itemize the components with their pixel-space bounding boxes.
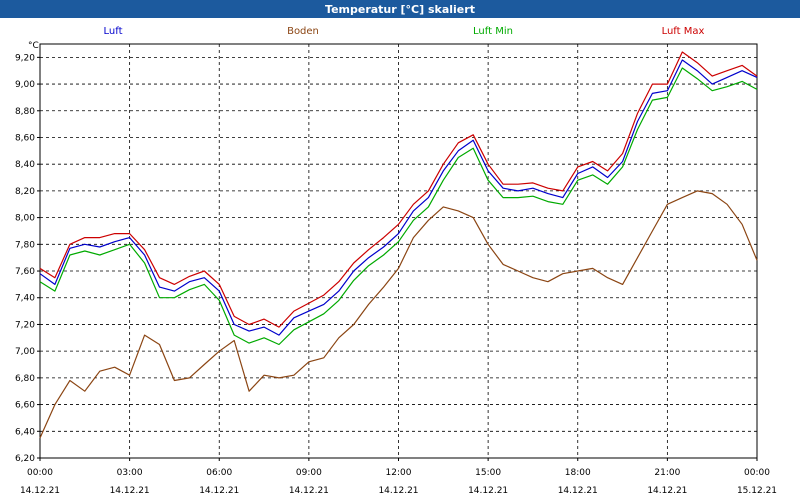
- y-tick-label: 8,80: [15, 107, 35, 117]
- y-axis-unit-label: °C: [28, 41, 39, 51]
- x-tick-date-label: 14.12.21: [558, 486, 598, 496]
- series: [39, 51, 758, 439]
- series-line-boden: [39, 190, 758, 439]
- series-line-luft-min: [39, 67, 758, 346]
- y-tick-label: 6,20: [15, 454, 35, 464]
- y-tick-label: 7,60: [15, 267, 35, 277]
- legend: Luft Boden Luft Min Luft Max: [104, 26, 705, 37]
- x-tick-date-label: 14.12.21: [468, 486, 508, 496]
- y-tick-label: 8,60: [15, 133, 35, 143]
- y-tick-label: 8,40: [15, 160, 35, 170]
- y-tick-label: 6,40: [15, 427, 35, 437]
- y-tick-label: 6,80: [15, 374, 35, 384]
- legend-entry-luft: Luft: [104, 26, 123, 37]
- series-line-luft-max: [39, 51, 758, 328]
- x-tick-time-label: 18:00: [565, 468, 591, 478]
- chart-area: °C 6,20 6,40 6,60 6,80 7,00 7,20 7,40 7,60 7,80 8…: [0, 18, 800, 500]
- y-tick-label: 9,00: [15, 80, 35, 90]
- x-tick-date-label: 14.12.21: [110, 486, 150, 496]
- chart-title: Temperatur [°C] skaliert: [325, 2, 475, 16]
- y-tick-label: 9,20: [15, 53, 35, 63]
- x-tick-time-label: 15:00: [475, 468, 501, 478]
- x-tick-date-label: 14.12.21: [647, 486, 687, 496]
- chart-title-bar: Temperatur [°C] skaliert: [0, 0, 800, 18]
- y-tick-label: 8,00: [15, 214, 35, 224]
- x-tick-time-label: 21:00: [654, 468, 680, 478]
- temperature-chart: °C 6,20 6,40 6,60 6,80 7,00 7,20 7,40 7,60 7,80 8…: [15, 26, 777, 496]
- x-tick-time-label: 06:00: [206, 468, 232, 478]
- x-tick-time-label: 00:00: [27, 468, 53, 478]
- x-tick-time-label: 00:00: [744, 468, 770, 478]
- y-tick-label: 6,60: [15, 401, 35, 411]
- legend-entry-boden: Boden: [287, 26, 319, 37]
- y-tick-label: 7,80: [15, 240, 35, 250]
- x-tick-time-label: 12:00: [386, 468, 412, 478]
- legend-entry-luft-max: Luft Max: [662, 26, 705, 37]
- axes: °C 6,20 6,40 6,60 6,80 7,00 7,20 7,40 7,60 7,80 8…: [15, 41, 777, 496]
- y-tick-label: 7,20: [15, 320, 35, 330]
- legend-entry-luft-min: Luft Min: [473, 26, 513, 37]
- y-tick-label: 7,00: [15, 347, 35, 357]
- x-tick-date-label: 15.12.21: [737, 486, 777, 496]
- x-tick-date-label: 14.12.21: [20, 486, 60, 496]
- x-tick-date-label: 14.12.21: [378, 486, 418, 496]
- y-tick-label: 8,20: [15, 187, 35, 197]
- x-tick-time-label: 03:00: [117, 468, 143, 478]
- series-line-luft: [39, 59, 758, 336]
- x-tick-date-label: 14.12.21: [199, 486, 239, 496]
- x-tick-time-label: 09:00: [296, 468, 322, 478]
- x-tick-date-label: 14.12.21: [289, 486, 329, 496]
- y-tick-label: 7,40: [15, 294, 35, 304]
